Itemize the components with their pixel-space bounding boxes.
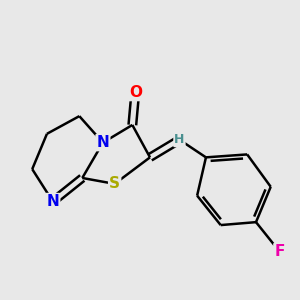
Text: S: S — [109, 176, 120, 191]
Text: N: N — [97, 135, 109, 150]
Text: O: O — [129, 85, 142, 100]
Text: N: N — [46, 194, 59, 209]
Text: F: F — [274, 244, 285, 259]
Text: H: H — [174, 133, 184, 146]
